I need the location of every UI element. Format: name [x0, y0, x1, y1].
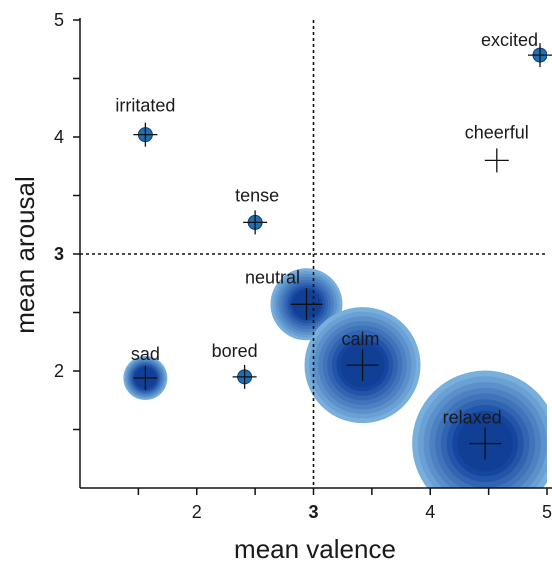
point-labels: excited irritated cheerful tense neutral sad b… — [115, 30, 538, 427]
point-marker-relaxed — [469, 427, 502, 460]
reference-lines — [80, 20, 547, 488]
point-marker-irritated — [133, 122, 158, 147]
y-tick-label: 4 — [54, 127, 64, 147]
point-label-bored: bored — [212, 341, 258, 361]
point-label-tense: tense — [235, 185, 279, 205]
point-label-sad: sad — [131, 344, 160, 364]
point-marker-bored — [232, 364, 257, 389]
point-marker-cheerful — [484, 148, 509, 173]
y-tick-label: 3 — [54, 244, 64, 264]
point-marker-tense — [243, 210, 268, 235]
point-label-irritated: irritated — [115, 96, 175, 116]
bubble-sad — [123, 356, 168, 401]
axes: 2 3 4 5 2 3 4 5 — [54, 10, 552, 522]
point-label-neutral: neutral — [245, 267, 300, 287]
point-label-cheerful: cheerful — [465, 122, 529, 142]
bubbles-layer — [123, 47, 547, 488]
point-marker-calm — [346, 349, 379, 382]
point-label-calm: calm — [342, 329, 380, 349]
point-marker-sad — [133, 366, 158, 391]
x-tick-label: 3 — [308, 502, 318, 522]
point-markers — [133, 43, 552, 460]
x-tick-label: 5 — [542, 502, 552, 522]
y-tick-label: 5 — [54, 10, 64, 30]
point-marker-neutral — [290, 288, 323, 321]
point-label-excited: excited — [481, 30, 538, 50]
point-label-relaxed: relaxed — [443, 408, 502, 428]
x-tick-label: 2 — [192, 502, 202, 522]
y-axis-title: mean arousal — [10, 176, 40, 334]
x-tick-label: 4 — [425, 502, 435, 522]
point-marker-excited — [527, 43, 552, 68]
x-axis-title: mean valence — [234, 534, 396, 564]
y-tick-label: 2 — [54, 361, 64, 381]
